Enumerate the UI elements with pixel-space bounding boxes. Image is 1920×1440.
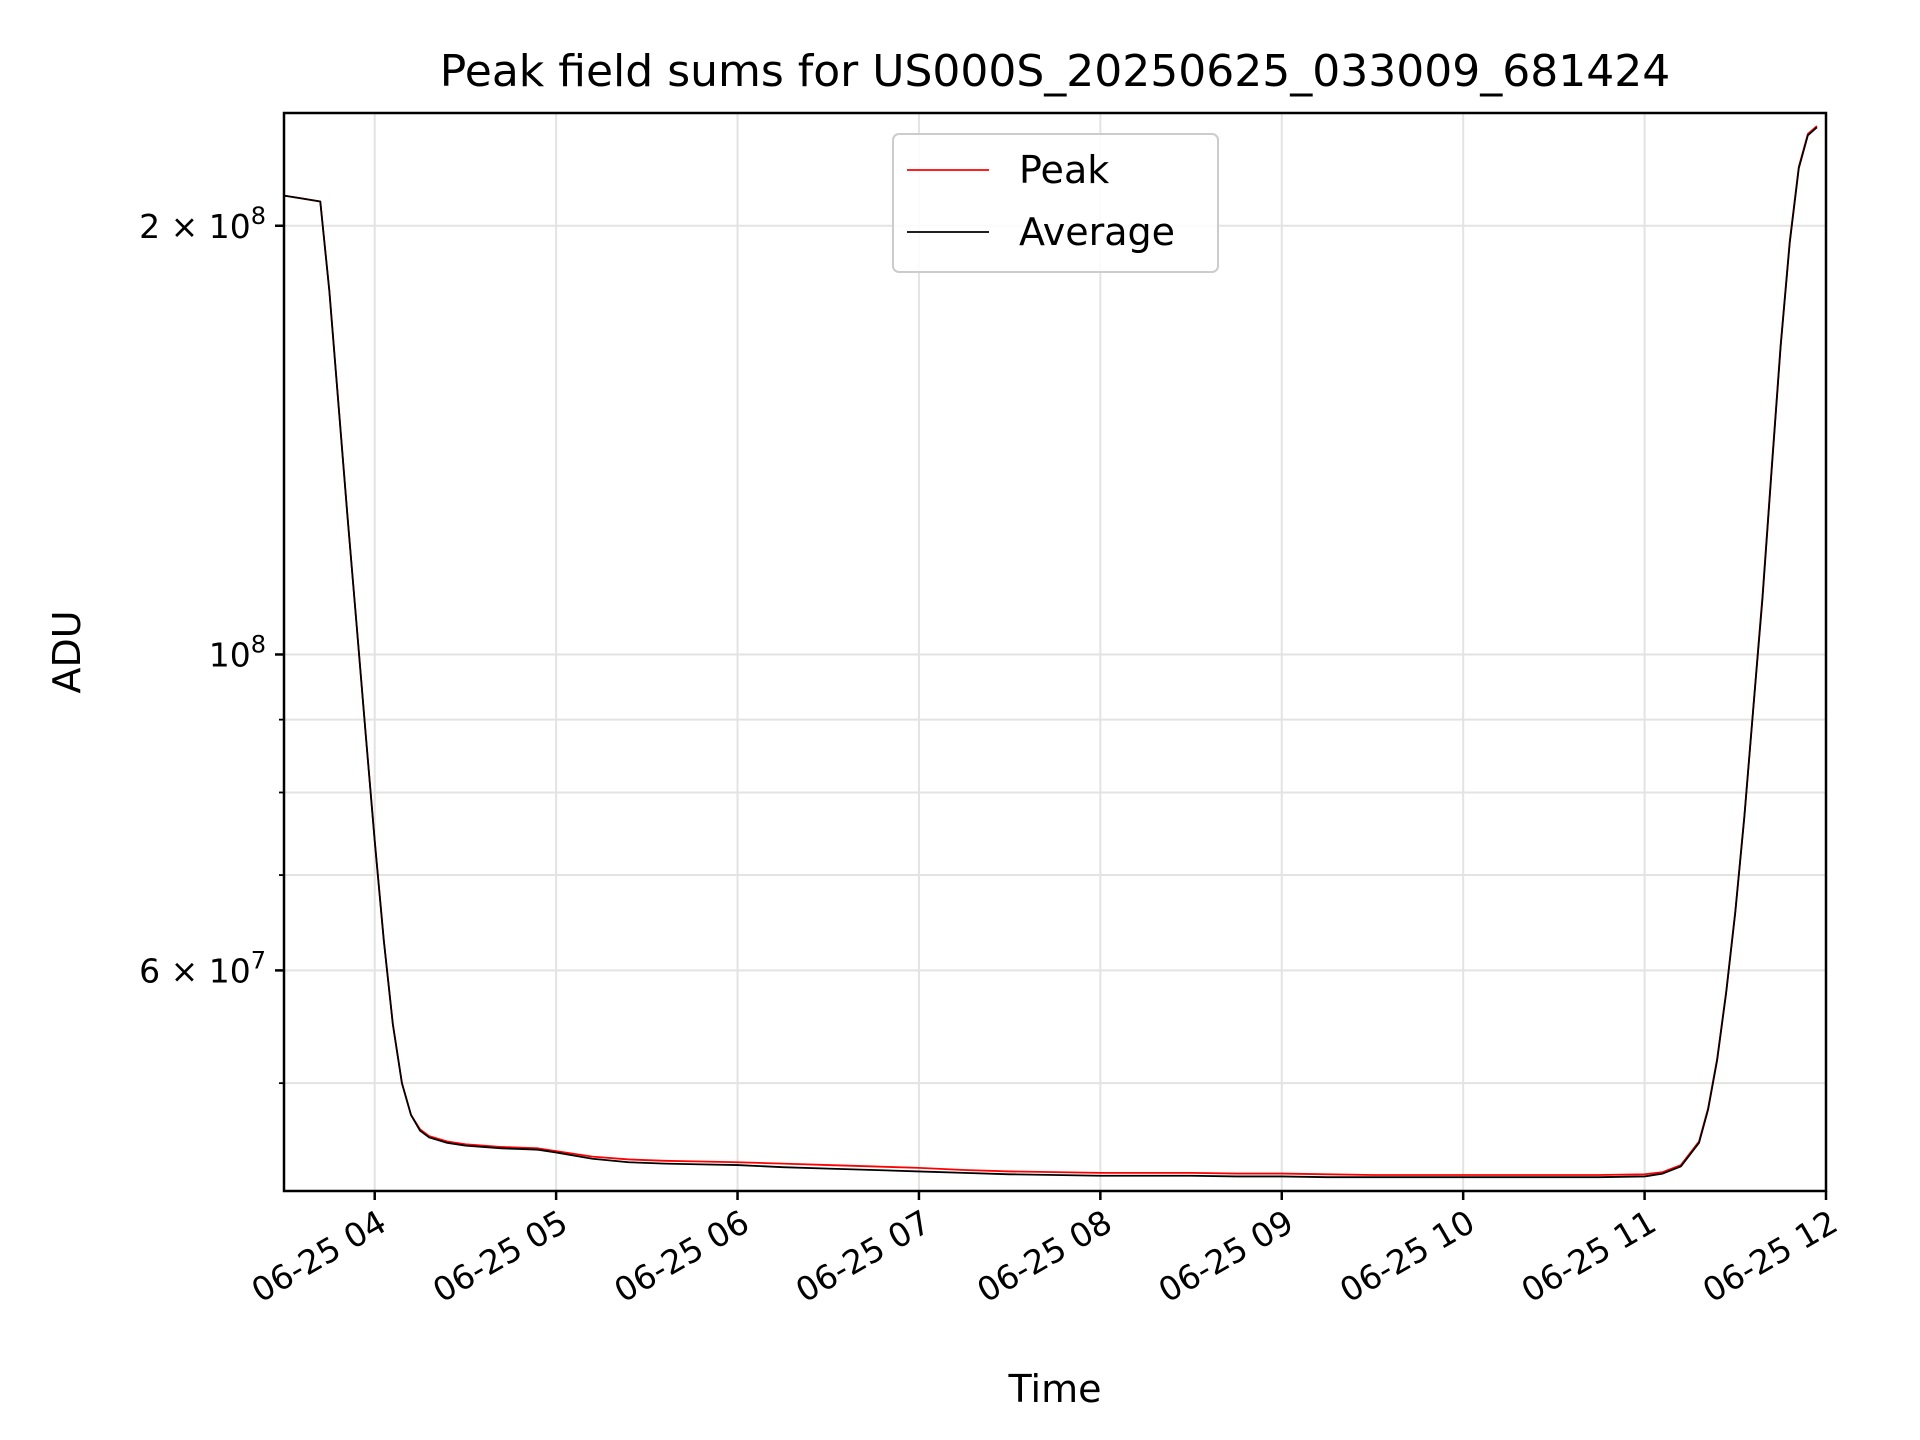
y-tick-label: 6 × 107 bbox=[139, 946, 266, 990]
chart-title: Peak field sums for US000S_20250625_0330… bbox=[440, 46, 1670, 97]
legend: Peak Average bbox=[892, 133, 1219, 273]
x-axis-label: Time bbox=[1008, 1367, 1102, 1411]
legend-label-peak: Peak bbox=[1019, 148, 1109, 192]
plot-frame bbox=[282, 111, 1828, 1193]
legend-box bbox=[892, 133, 1219, 273]
series-line-average bbox=[284, 126, 1818, 1179]
series-layer bbox=[284, 125, 1818, 1179]
y-axis-label: ADU bbox=[45, 610, 89, 693]
grid bbox=[284, 113, 1826, 1191]
y-tick-label: 108 bbox=[209, 630, 266, 674]
y-axis: 2 × 108 108 6 × 107 bbox=[139, 202, 284, 1085]
y-tick-label: 2 × 108 bbox=[139, 202, 266, 246]
legend-label-average: Average bbox=[1019, 210, 1175, 254]
